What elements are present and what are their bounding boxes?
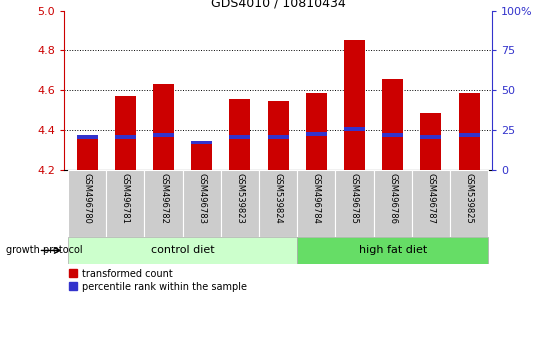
Bar [458,133,480,137]
Bar [115,96,136,170]
Bar [68,237,297,264]
Bar [183,170,221,237]
Text: GSM496785: GSM496785 [350,173,359,224]
Text: GSM496781: GSM496781 [121,173,130,224]
Text: GSM496783: GSM496783 [197,173,206,224]
Bar [77,136,98,170]
Text: GSM496784: GSM496784 [312,173,321,224]
Title: GDS4010 / 10810434: GDS4010 / 10810434 [211,0,345,10]
Text: GSM496780: GSM496780 [83,173,92,224]
Bar [335,170,373,237]
Bar [229,135,250,139]
Bar [77,135,98,139]
Text: growth protocol: growth protocol [6,245,82,256]
Bar [115,135,136,139]
Text: high fat diet: high fat diet [358,245,427,256]
Text: GSM496782: GSM496782 [159,173,168,224]
Bar [68,170,106,237]
Bar [297,237,488,264]
Text: GSM496787: GSM496787 [427,173,435,224]
Bar [106,170,144,237]
Bar [221,170,259,237]
Bar [458,93,480,170]
Text: control diet: control diet [151,245,215,256]
Bar [191,141,212,144]
Bar [144,170,183,237]
Legend: transformed count, percentile rank within the sample: transformed count, percentile rank withi… [69,269,247,291]
Bar [382,79,403,170]
Bar [382,133,403,137]
Bar [268,135,288,139]
Bar [191,143,212,170]
Bar [412,170,450,237]
Bar [259,170,297,237]
Bar [450,170,488,237]
Text: GSM496786: GSM496786 [388,173,397,224]
Bar [268,101,288,170]
Text: GSM539825: GSM539825 [465,173,473,224]
Bar [344,40,365,170]
Bar [420,113,441,170]
Bar [306,93,327,170]
Bar [153,133,174,137]
Bar [229,99,250,170]
Text: GSM539823: GSM539823 [235,173,244,224]
Bar [153,84,174,170]
Bar [297,170,335,237]
Bar [420,135,441,139]
Bar [306,132,327,136]
Text: GSM539824: GSM539824 [273,173,283,224]
Bar [373,170,412,237]
Bar [344,127,365,131]
